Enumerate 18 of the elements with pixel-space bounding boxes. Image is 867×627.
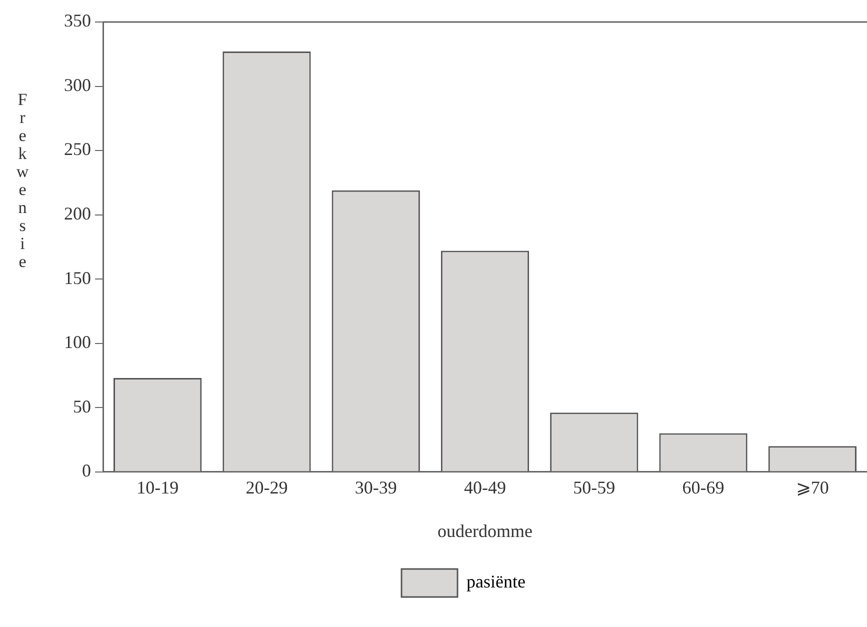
x-tick-label: 60-69 — [682, 477, 724, 498]
legend-label: pasiënte — [466, 572, 526, 592]
y-tick-label: 250 — [64, 139, 91, 160]
x-axis-title: ouderdomme — [438, 520, 532, 541]
x-tick-label: 40-49 — [464, 477, 506, 498]
y-tick-label: 300 — [64, 74, 91, 95]
y-tick-label: 0 — [82, 460, 91, 481]
x-tick-label: 10-19 — [136, 477, 179, 498]
y-axis-title: Frekwensie — [13, 90, 32, 270]
y-tick-label: 350 — [64, 10, 91, 31]
y-tick-label: 200 — [64, 204, 91, 224]
x-tick-label: ⩾70 — [796, 477, 829, 498]
y-tick-label: 150 — [64, 268, 91, 288]
y-tick-label: 100 — [64, 332, 91, 352]
x-tick-label: 20-29 — [246, 477, 288, 498]
y-tick-label: 50 — [73, 396, 91, 416]
x-tick-label: 30-39 — [354, 477, 397, 498]
x-tick-label: 50-59 — [573, 477, 616, 498]
